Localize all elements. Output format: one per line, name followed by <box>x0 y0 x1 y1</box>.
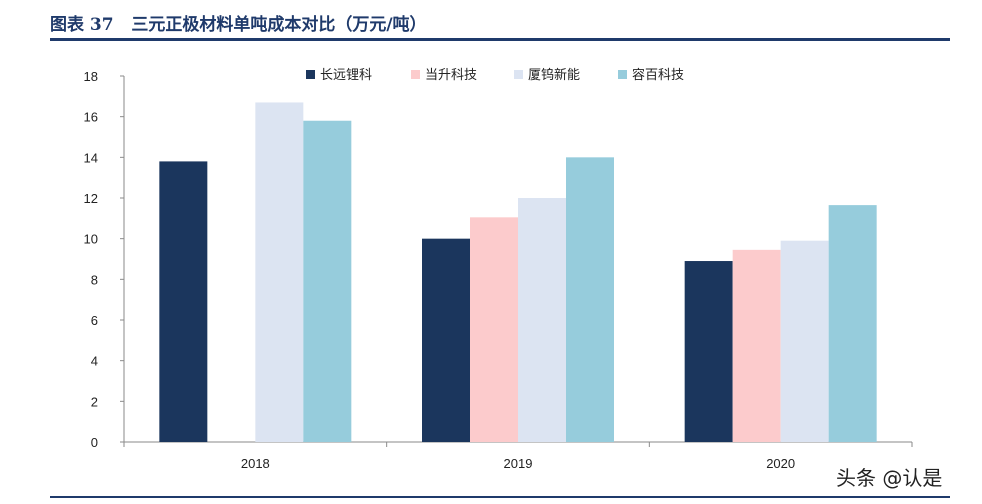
legend-swatch <box>411 70 420 79</box>
y-tick-label: 8 <box>91 272 98 287</box>
bottom-rule <box>50 496 950 498</box>
bar-2020-容百科技 <box>828 205 877 442</box>
y-tick-label: 14 <box>84 150 98 165</box>
x-tick-label: 2018 <box>241 456 270 471</box>
y-tick-label: 4 <box>91 354 98 369</box>
legend-swatch <box>618 70 627 79</box>
legend-label: 容百科技 <box>632 67 684 83</box>
x-tick-label: 2019 <box>504 456 533 471</box>
bar-2018-厦钨新能 <box>255 102 304 442</box>
y-tick-label: 12 <box>84 191 98 206</box>
legend-label: 厦钨新能 <box>528 67 580 83</box>
y-tick-label: 10 <box>84 232 98 247</box>
legend-swatch <box>306 70 315 79</box>
bar-2019-容百科技 <box>566 157 614 443</box>
bar-2018-长远锂科 <box>159 161 208 442</box>
legend-swatch <box>514 70 523 79</box>
y-tick-label: 0 <box>91 435 98 450</box>
bar-2019-当升科技 <box>470 217 518 442</box>
bar-2020-长远锂科 <box>684 261 733 442</box>
bar-2018-容百科技 <box>303 120 352 442</box>
bar-2020-当升科技 <box>732 249 781 442</box>
y-tick-label: 6 <box>91 313 98 328</box>
legend-label: 长远锂科 <box>320 68 372 83</box>
y-tick-label: 18 <box>84 69 98 84</box>
title-bar: 图表 37 三元正极材料单吨成本对比（万元/吨） <box>50 8 950 41</box>
legend-label: 当升科技 <box>425 68 477 83</box>
watermark: 头条 @认是 <box>836 466 943 490</box>
bar-2019-厦钨新能 <box>518 198 566 442</box>
bar-2019-长远锂科 <box>422 238 470 442</box>
bar-2020-厦钨新能 <box>780 240 829 442</box>
chart-title: 图表 37 三元正极材料单吨成本对比（万元/吨） <box>50 15 427 35</box>
y-tick-label: 2 <box>91 394 98 409</box>
y-tick-label: 16 <box>84 110 98 125</box>
x-tick-label: 2020 <box>766 456 795 471</box>
